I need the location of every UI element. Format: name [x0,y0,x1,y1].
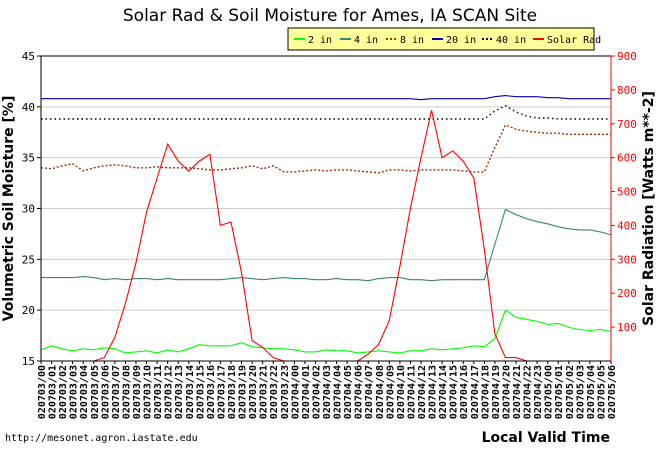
x-tick-label: 020704/15 [449,365,460,419]
x-tick-label: 020704/06 [354,365,365,419]
y-axis-right: 100 200 300 400 500 600 700 800 900 [610,50,637,361]
credit-url: http://mesonet.agron.iastate.edu [5,433,198,444]
x-tick-label: 020705/06 [607,365,618,419]
y-right-tick-label: 800 [617,84,637,97]
x-tick-label: 020704/14 [438,365,449,419]
x-tick-label: 020705/05 [596,365,607,419]
x-tick-label: 020704/10 [396,365,407,419]
y-axis-left-label: Volumetric Soil Moisture [%] [1,96,17,322]
y-right-tick-label: 200 [617,287,637,300]
x-tick-label: 020703/15 [195,365,206,419]
y-right-tick-label: 400 [617,219,637,232]
series-line-4-in [41,208,612,282]
x-tick-label: 020703/01 [48,365,59,419]
y-right-tick-label: 700 [617,118,637,131]
x-tick-label: 020704/09 [385,365,396,419]
x-tick-label: 020703/09 [132,365,143,419]
x-tick-label: 020705/02 [565,365,576,419]
x-tick-label: 020703/17 [216,365,227,419]
x-tick-label: 020703/20 [248,365,259,419]
x-tick-label: 020703/23 [280,365,291,419]
y-left-tick-label: 40 [22,101,35,114]
legend-label: 40 in [496,35,526,46]
x-tick-label: 020703/14 [185,365,196,419]
x-tick-label: 020704/22 [523,365,534,419]
x-tick-label: 020705/04 [586,365,597,419]
legend-label: 2 in [308,35,332,46]
y-right-tick-label: 100 [617,321,637,334]
y-left-tick-label: 45 [22,50,35,63]
chart-title: Solar Rad & Soil Moisture for Ames, IA S… [123,6,537,26]
y-left-tick-label: 30 [22,203,35,216]
y-left-tick-label: 35 [22,152,35,165]
x-tick-label: 020703/19 [238,365,249,419]
x-tick-label: 020704/02 [311,365,322,419]
x-tick-label: 020704/17 [470,365,481,419]
y-right-tick-label: 600 [617,152,637,165]
x-tick-label: 020704/05 [343,365,354,419]
x-tick-label: 020703/08 [121,365,132,419]
x-tick-label: 020704/23 [533,365,544,419]
legend-label: 4 in [354,35,378,46]
series-line-40-in [41,105,611,120]
x-tick-label: 020703/06 [100,365,111,419]
x-tick-label: 020703/05 [90,365,101,419]
x-tick-label: 020704/21 [512,365,523,419]
x-tick-label: 020704/20 [501,365,512,419]
series-line-8-in [40,124,611,174]
x-tick-label: 020704/01 [301,365,312,419]
x-tick-label: 020703/00 [37,365,48,419]
x-tick-label: 020704/08 [375,365,386,419]
x-tick-label: 020703/21 [259,365,270,419]
x-tick-label: 020703/12 [164,365,175,419]
grid [41,55,611,362]
series-line-2-in [40,309,612,354]
x-tick-label: 020704/00 [290,365,301,419]
x-tick-label: 020704/03 [322,365,333,419]
y-right-tick-label: 900 [617,50,637,63]
x-tick-label: 020704/16 [459,365,470,419]
x-tick-label: 020703/18 [227,365,238,419]
x-tick-label: 020703/11 [153,365,164,419]
x-tick-label: 020704/12 [417,365,428,419]
x-tick-label: 020704/07 [364,365,375,419]
legend-label: Solar Rad [547,35,601,46]
y-axis-right-label: Solar Radiation [Watts m**-2] [641,91,657,326]
x-axis-label: Local Valid Time [482,430,610,446]
y-left-tick-label: 15 [22,355,35,368]
legend: 2 in 4 in 8 in 20 in 40 in Solar Rad [287,27,601,51]
x-tick-label: 020703/16 [206,365,217,419]
x-tick-label: 020703/02 [58,365,69,419]
x-tick-label: 020705/03 [575,365,586,419]
x-tick-label: 020705/01 [554,365,565,419]
x-tick-label: 020703/07 [111,365,122,419]
y-left-tick-label: 25 [22,253,35,266]
y-axis-left: 15 20 25 30 35 40 45 [22,50,41,368]
y-left-tick-label: 20 [22,304,35,317]
x-tick-label: 020703/03 [69,365,80,419]
x-tick-label: 020704/04 [333,365,344,419]
legend-label: 8 in [400,35,424,46]
x-tick-label: 020704/18 [480,365,491,419]
legend-label: 20 in [446,35,476,46]
x-tick-label: 020704/13 [428,365,439,419]
series-layer [40,95,612,362]
x-tick-label: 020704/11 [406,365,417,419]
y-right-tick-label: 300 [617,253,637,266]
x-tick-label: 020703/22 [269,365,280,419]
series-line-solar-rad [41,110,538,362]
series-line-20-in [41,95,611,101]
x-tick-label: 020704/19 [491,365,502,419]
x-tick-label: 020703/10 [143,365,154,419]
x-tick-label: 020703/04 [79,365,90,419]
x-tick-label: 020703/13 [174,365,185,419]
y-right-tick-label: 500 [617,186,637,199]
x-axis: 020703/00 020703/01 020703/02 020703/03 0207… [37,361,618,419]
x-tick-label: 020705/00 [544,365,555,419]
